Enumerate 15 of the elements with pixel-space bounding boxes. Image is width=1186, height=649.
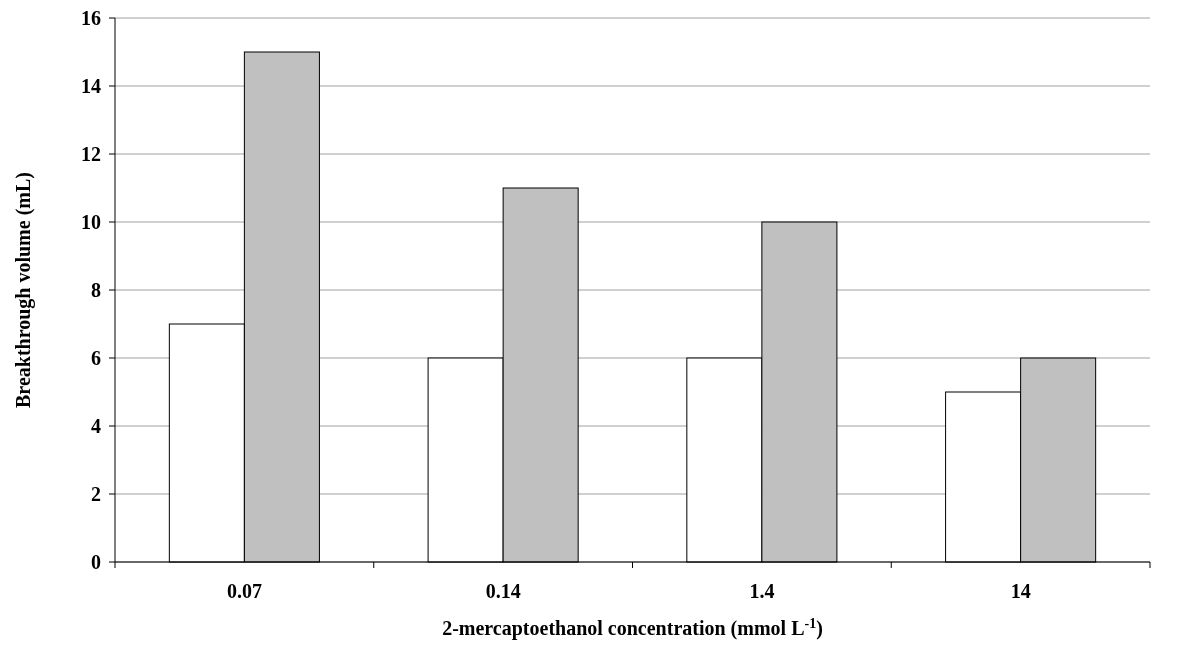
x-tick-label: 0.14	[485, 580, 521, 602]
y-tick-label: 6	[91, 347, 101, 369]
y-tick-label: 10	[81, 211, 101, 233]
x-tick-label: 1.4	[749, 580, 775, 602]
y-tick-label: 0	[91, 551, 101, 573]
y-tick-label: 8	[91, 279, 101, 301]
x-tick-label: 14	[1010, 580, 1031, 602]
y-tick-label: 14	[81, 75, 101, 97]
y-axis-title: Breakthrough volume (mL)	[12, 172, 35, 408]
x-tick-label: 0.07	[226, 580, 262, 602]
x-axis-title: 2-mercaptoethanol concentration (mmol L$^{-1}$)	[442, 615, 823, 640]
y-tick-label: 4	[91, 415, 101, 437]
y-tick-label: 16	[81, 7, 101, 29]
y-tick-label: 12	[81, 143, 101, 165]
y-tick-label: 2	[91, 483, 101, 505]
